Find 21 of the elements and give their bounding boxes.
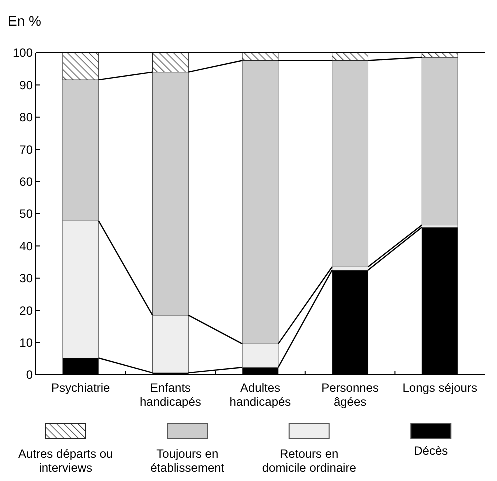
- x-tick-label: Adultes handicapés: [230, 381, 292, 409]
- y-tick-label: 20: [20, 304, 34, 318]
- y-tick-label: 90: [20, 78, 34, 92]
- y-tick-label: 70: [20, 142, 34, 157]
- legend-label: Toujours en établissement: [150, 447, 226, 475]
- y-tick-label: 0: [26, 368, 34, 382]
- x-tick-label: Psychiatrie: [52, 381, 111, 395]
- x-tick-label: Longs séjours: [402, 381, 478, 395]
- y-axis-title: En %: [8, 13, 42, 29]
- x-tick-label: Enfants handicapés: [140, 381, 202, 409]
- y-tick-label: 80: [20, 110, 34, 125]
- y-tick-label: 60: [20, 175, 34, 189]
- y-tick-label: 100: [12, 46, 34, 60]
- legend-label: Retours en domicile ordinaire: [262, 447, 357, 475]
- x-tick-label: Personnes âgées: [322, 381, 379, 409]
- legend-label: Autres départs ou interviews: [18, 447, 114, 475]
- y-tick-label: 50: [20, 207, 34, 222]
- y-tick-label: 30: [20, 272, 34, 286]
- legend-label: Décès: [414, 444, 448, 458]
- y-tick-label: 10: [20, 336, 34, 350]
- y-tick-label: 40: [20, 239, 34, 254]
